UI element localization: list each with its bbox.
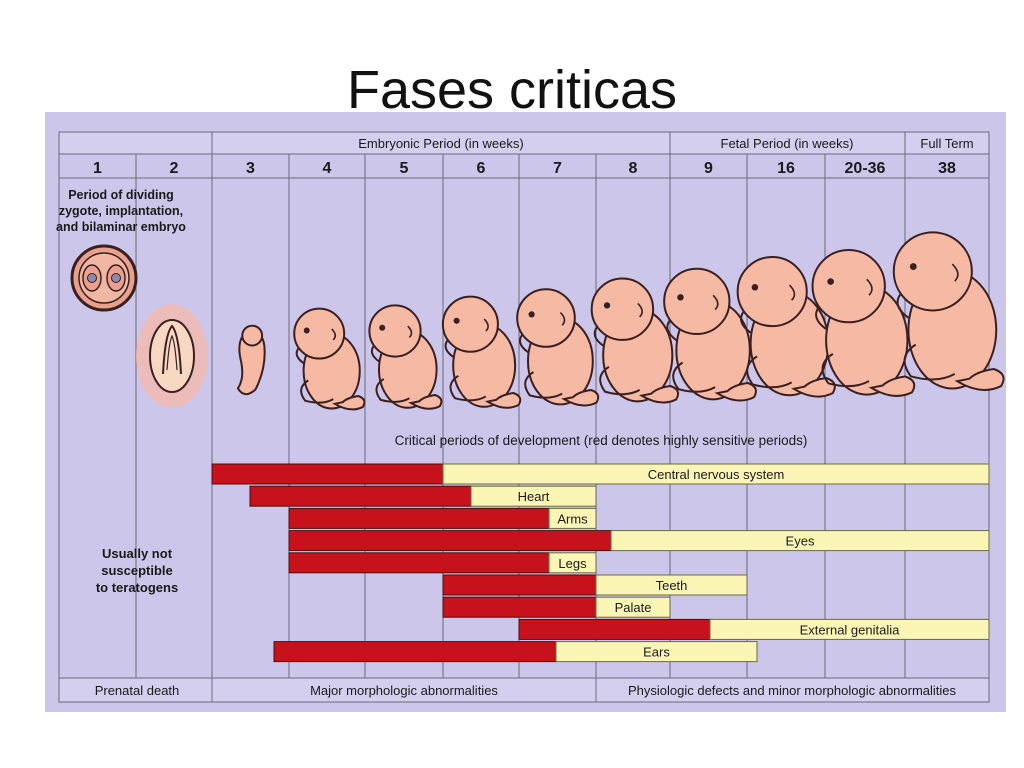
fetus-figure	[663, 267, 757, 402]
fetal-period-label: Fetal Period (in weeks)	[721, 136, 854, 151]
slide-title: Fases criticas	[346, 60, 678, 120]
organ-row: Heart	[249, 485, 597, 507]
week-label: 5	[400, 160, 409, 177]
week-label: 20-36	[845, 160, 886, 177]
week-label: 4	[323, 160, 332, 177]
note-line: and bilaminar embryo	[56, 220, 186, 234]
organ-label: Central nervous system	[648, 467, 785, 482]
less-sensitive-bar	[709, 618, 990, 640]
week-label: 7	[553, 160, 562, 177]
less-sensitive-bar	[595, 574, 748, 596]
critical-periods-title: Critical periods of development (red den…	[395, 433, 808, 448]
note-line: zygote, implantation,	[59, 204, 183, 218]
organ-row: Arms	[288, 507, 597, 529]
organ-row: Eyes	[288, 530, 990, 552]
week-label: 3	[246, 160, 255, 177]
week-label: 8	[629, 160, 638, 177]
fetus-figure	[441, 295, 522, 409]
organ-row: Palate	[442, 596, 671, 618]
week-label: 16	[777, 160, 795, 177]
less-sensitive-bar	[595, 596, 671, 618]
organ-label: Palate	[615, 600, 652, 615]
fetus-figure	[590, 277, 680, 404]
organ-label: Ears	[643, 645, 670, 660]
organ-row: External genitalia	[518, 618, 990, 640]
week-label: 1	[93, 160, 102, 177]
week-label: 38	[938, 160, 956, 177]
highly-sensitive-bar	[442, 596, 597, 618]
fetus-figure	[736, 256, 836, 398]
organ-label: Eyes	[786, 534, 815, 549]
week-label: 2	[170, 160, 179, 177]
organ-label: Legs	[558, 556, 587, 571]
prenatal-death-label: Prenatal death	[95, 683, 180, 698]
early-note: Period of dividing zygote, implantation, a…	[56, 188, 186, 234]
fetus-figure	[368, 304, 443, 410]
major-abnormalities-label: Major morphologic abnormalities	[310, 683, 498, 698]
highly-sensitive-bar	[288, 530, 612, 552]
highly-sensitive-bar	[288, 552, 550, 574]
fetus-figure	[892, 231, 1005, 391]
organ-row: Legs	[288, 552, 597, 574]
footer: Prenatal death Major morphologic abnorma…	[58, 677, 990, 703]
organ-row: Teeth	[442, 574, 748, 596]
organ-bars: Central nervous system Heart Arms Eyes Legs T…	[211, 463, 990, 663]
full-term-label: Full Term	[920, 136, 973, 151]
less-sensitive-bar	[442, 463, 990, 485]
note-line: susceptible	[101, 563, 173, 578]
organ-label: Heart	[518, 489, 550, 504]
fetus-figure	[516, 288, 600, 407]
not-susceptible-note: Usually not susceptible to teratogens	[96, 546, 178, 595]
week-label: 9	[704, 160, 713, 177]
organ-row: Ears	[273, 641, 758, 663]
fetus-illustrations	[236, 231, 1005, 411]
fetus-figure	[236, 324, 266, 396]
less-sensitive-bar	[470, 485, 597, 507]
less-sensitive-bar	[548, 552, 597, 574]
week-label: 6	[477, 160, 486, 177]
zygote-illustration	[70, 244, 138, 312]
physiologic-defects-label: Physiologic defects and minor morphologi…	[628, 683, 957, 698]
organ-label: External genitalia	[800, 622, 900, 637]
header: Embryonic Period (in weeks) Fetal Period…	[58, 131, 990, 155]
bilaminar-embryo-illustration	[136, 304, 208, 408]
organ-row: Central nervous system	[211, 463, 990, 485]
highly-sensitive-bar	[288, 507, 550, 529]
note-line: to teratogens	[96, 580, 178, 595]
note-line: Period of dividing	[68, 188, 174, 202]
highly-sensitive-bar	[518, 618, 711, 640]
week-labels: 1 2 3 4 5 6 7 8 9 16 20-36 38	[93, 160, 956, 177]
fetus-figure	[293, 307, 366, 411]
less-sensitive-bar	[610, 530, 990, 552]
note-line: Usually not	[102, 546, 173, 561]
fetus-figure	[811, 248, 916, 397]
less-sensitive-bar	[548, 507, 597, 529]
less-sensitive-bar	[555, 641, 758, 663]
highly-sensitive-bar	[211, 463, 444, 485]
embryonic-period-label: Embryonic Period (in weeks)	[358, 136, 523, 151]
critical-periods-chart: Embryonic Period (in weeks) Fetal Period…	[45, 112, 1006, 712]
highly-sensitive-bar	[442, 574, 597, 596]
organ-label: Arms	[557, 511, 588, 526]
highly-sensitive-bar	[249, 485, 472, 507]
organ-label: Teeth	[656, 578, 688, 593]
highly-sensitive-bar	[273, 641, 557, 663]
